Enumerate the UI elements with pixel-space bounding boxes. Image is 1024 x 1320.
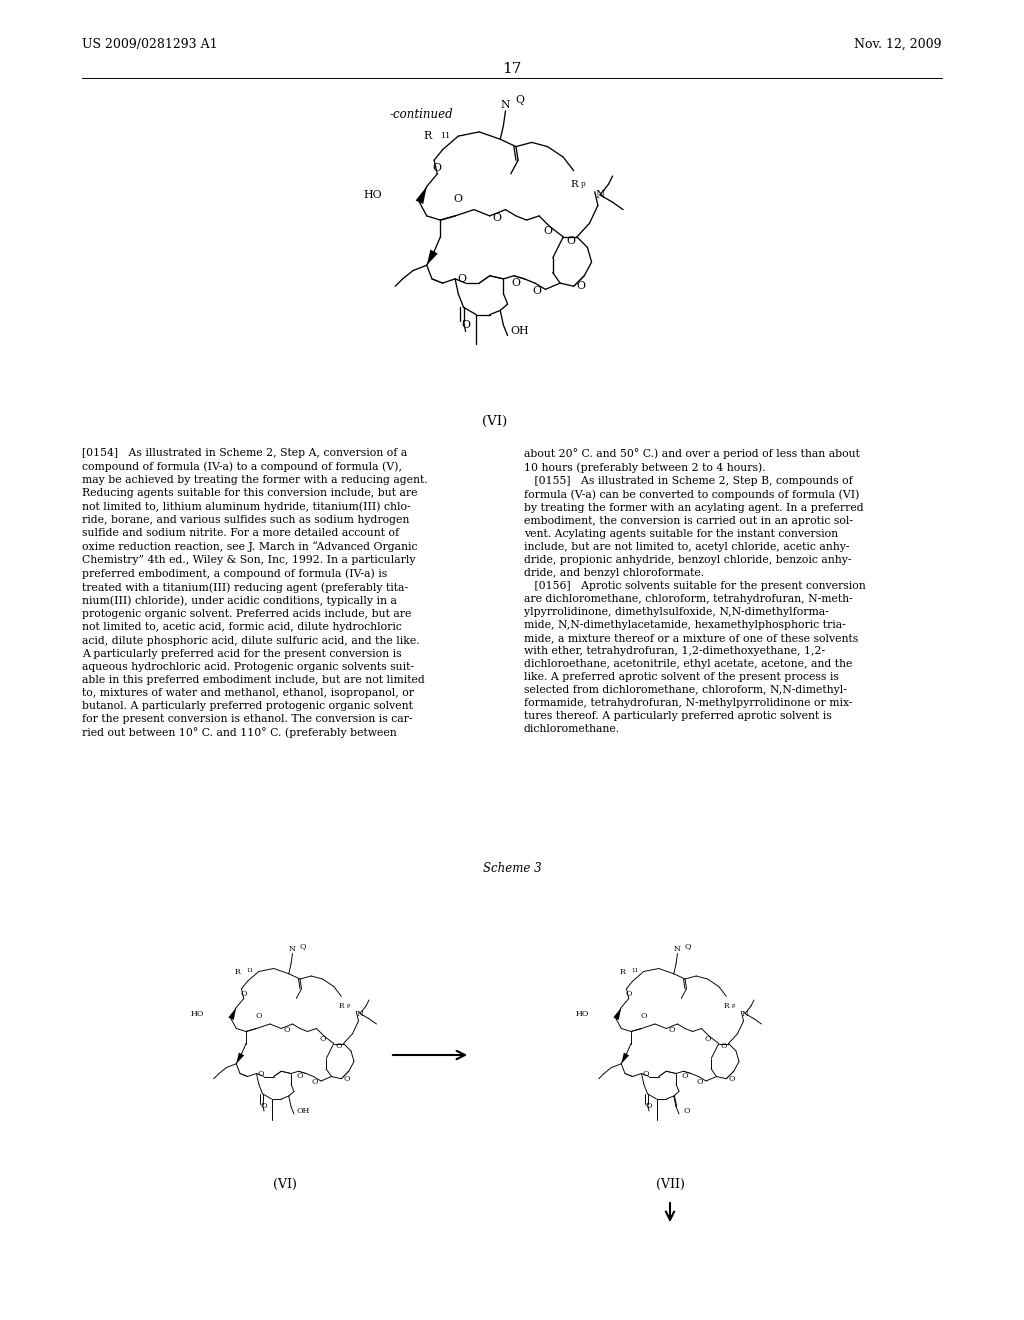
Text: Q: Q xyxy=(685,942,691,950)
Text: HO: HO xyxy=(575,1010,589,1018)
Text: Q: Q xyxy=(300,942,306,950)
Text: p: p xyxy=(581,181,586,189)
Text: R: R xyxy=(234,968,240,975)
Text: O: O xyxy=(543,226,552,235)
Text: R: R xyxy=(570,180,579,189)
Text: about 20° C. and 50° C.) and over a period of less than about
10 hours (preferab: about 20° C. and 50° C.) and over a peri… xyxy=(524,447,865,734)
Text: O: O xyxy=(640,1012,647,1020)
Text: 11: 11 xyxy=(440,132,451,140)
Text: N: N xyxy=(741,1010,749,1018)
Text: OH: OH xyxy=(296,1107,309,1115)
Text: US 2009/0281293 A1: US 2009/0281293 A1 xyxy=(82,38,218,51)
Text: N: N xyxy=(674,945,681,953)
Text: O: O xyxy=(696,1078,703,1086)
Polygon shape xyxy=(427,249,438,265)
Text: R: R xyxy=(620,968,625,975)
Text: O: O xyxy=(256,1012,262,1020)
Polygon shape xyxy=(613,1007,622,1020)
Polygon shape xyxy=(622,1052,629,1064)
Text: O: O xyxy=(454,194,463,205)
Text: (VII): (VII) xyxy=(655,1177,684,1191)
Text: O: O xyxy=(319,1035,326,1043)
Text: (VI): (VI) xyxy=(273,1177,297,1191)
Text: -continued: -continued xyxy=(390,108,454,121)
Text: 11: 11 xyxy=(246,969,253,974)
Text: HO: HO xyxy=(190,1010,204,1018)
Text: [0154]   As illustrated in Scheme 2, Step A, conversion of a
compound of formula: [0154] As illustrated in Scheme 2, Step … xyxy=(82,447,428,738)
Text: O: O xyxy=(261,1102,267,1110)
Polygon shape xyxy=(416,186,427,205)
Text: R: R xyxy=(724,1002,729,1010)
Text: N: N xyxy=(356,1010,364,1018)
Text: HO: HO xyxy=(362,190,382,199)
Text: O: O xyxy=(461,321,470,330)
Text: O: O xyxy=(566,236,575,246)
Text: O: O xyxy=(241,990,247,998)
Text: O: O xyxy=(493,213,502,223)
Text: O: O xyxy=(669,1026,675,1034)
Text: O: O xyxy=(311,1078,318,1086)
Text: O: O xyxy=(721,1043,727,1051)
Text: R: R xyxy=(339,1002,344,1010)
Text: O: O xyxy=(457,275,466,284)
Text: Scheme 3: Scheme 3 xyxy=(482,862,542,875)
Text: Nov. 12, 2009: Nov. 12, 2009 xyxy=(854,38,942,51)
Text: O: O xyxy=(258,1069,264,1077)
Text: p: p xyxy=(731,1003,735,1008)
Text: O: O xyxy=(643,1069,649,1077)
Text: O: O xyxy=(297,1072,303,1081)
Polygon shape xyxy=(228,1007,237,1020)
Text: O: O xyxy=(705,1035,711,1043)
Text: O: O xyxy=(646,1102,652,1110)
Text: O: O xyxy=(532,286,542,297)
Text: p: p xyxy=(346,1003,350,1008)
Text: O: O xyxy=(682,1072,688,1081)
Text: O: O xyxy=(433,162,441,173)
Text: O: O xyxy=(343,1074,350,1082)
Polygon shape xyxy=(237,1052,244,1064)
Text: O: O xyxy=(284,1026,290,1034)
Text: 11: 11 xyxy=(631,969,638,974)
Text: O: O xyxy=(577,281,586,292)
Text: O: O xyxy=(728,1074,735,1082)
Text: N: N xyxy=(501,99,510,110)
Text: O: O xyxy=(336,1043,342,1051)
Text: N: N xyxy=(595,190,605,199)
Text: R: R xyxy=(424,131,432,141)
Text: Q: Q xyxy=(516,95,524,106)
Text: N: N xyxy=(289,945,296,953)
Text: O: O xyxy=(683,1107,690,1115)
Text: O: O xyxy=(512,279,520,288)
Text: (VI): (VI) xyxy=(482,414,508,428)
Text: O: O xyxy=(626,990,632,998)
Text: 17: 17 xyxy=(503,62,521,77)
Text: OH: OH xyxy=(511,326,529,337)
